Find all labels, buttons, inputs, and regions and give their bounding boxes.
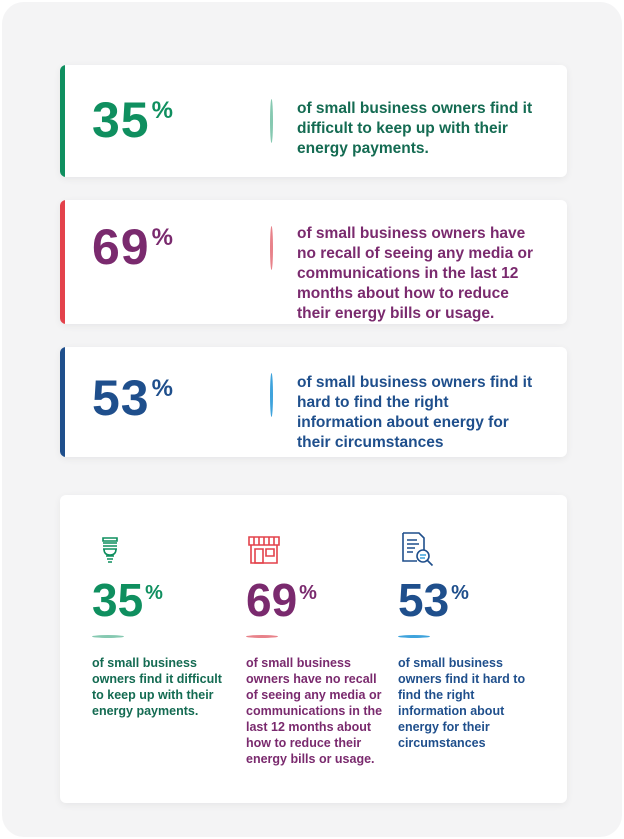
accent-edge [60, 200, 65, 324]
stat-description: of small business owners have no recall … [297, 225, 534, 322]
divider [92, 635, 124, 638]
stat-description: of small business owners find it difficu… [92, 656, 222, 718]
accent-edge [60, 347, 65, 457]
document-search-icon [398, 531, 434, 567]
stat-value: 35% [92, 574, 163, 626]
accent-edge [60, 65, 65, 177]
divider [270, 373, 273, 417]
stat-description: of small business owners find it hard to… [398, 656, 526, 750]
stat-value: 69% [92, 219, 174, 275]
stat-value: 69% [246, 574, 317, 626]
lightbulb-icon [92, 531, 128, 567]
stat-card-53: 53% of small business owners find it har… [60, 347, 567, 457]
divider [270, 226, 273, 270]
divider [398, 635, 430, 638]
stat-description: of small business owners find it hard to… [297, 374, 533, 451]
stat-value: 53% [92, 370, 174, 426]
stat-description: of small business owners have no recall … [246, 656, 383, 766]
stat-card-35: 35% of small business owners find it dif… [60, 65, 567, 177]
stat-value: 35% [92, 92, 174, 148]
stat-card-69: 69% of small business owners have no rec… [60, 200, 567, 324]
stat-value: 53% [398, 574, 469, 626]
summary-card: 35% of small business owners find it dif… [60, 495, 567, 803]
stat-description: of small business owners find it difficu… [297, 100, 533, 157]
divider [270, 99, 273, 143]
divider [246, 635, 278, 638]
shop-icon [246, 531, 282, 567]
